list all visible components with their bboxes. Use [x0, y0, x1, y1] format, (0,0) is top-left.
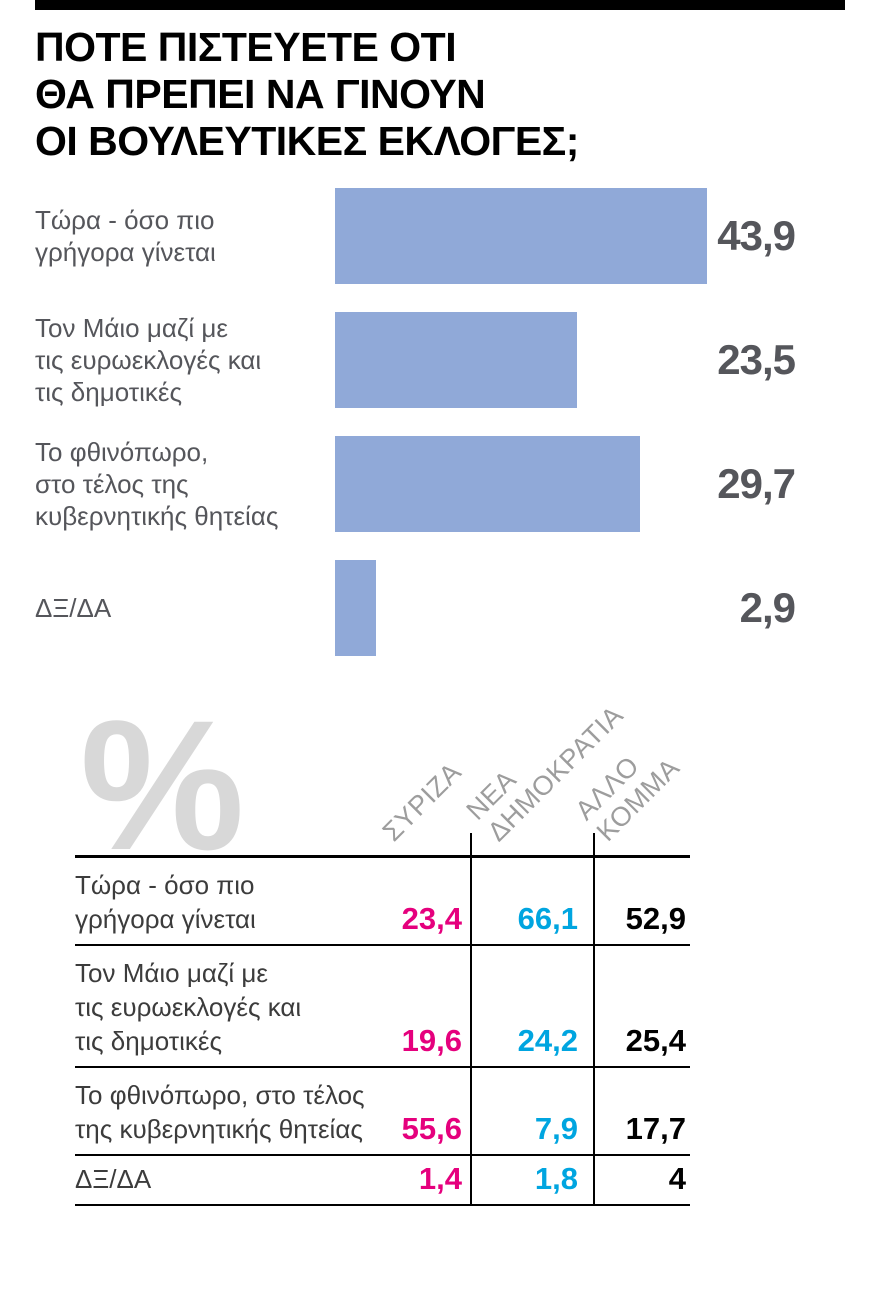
bar-track: [335, 188, 707, 284]
bar-track: [335, 436, 707, 532]
bar-track: [335, 560, 707, 656]
cell-syriza: 19,6: [401, 1023, 462, 1058]
crosstab-table: Τώρα - όσο πιο γρήγορα γίνεται 23,4 66,1…: [75, 833, 690, 1206]
bar-chart: Τώρα - όσο πιο γρήγορα γίνεται 43,9 Τον …: [35, 188, 845, 684]
cell-nea-dimokratia: 1,8: [534, 1161, 578, 1196]
cell-syriza: 55,6: [401, 1111, 462, 1146]
bar-value-label: 2,9: [739, 584, 796, 631]
crosstab-header: % ΣΥΡΙΖΑ ΝΕΑ ΔΗΜΟΚΡΑΤΙΑ ΑΛΛΟ ΚΟΜΜΑ: [75, 685, 690, 879]
column-divider: [593, 833, 595, 1206]
column-header-syriza: ΣΥΡΙΖΑ: [376, 756, 468, 847]
cell-nea-dimokratia: 24,2: [517, 1023, 578, 1058]
bar: [335, 560, 376, 656]
page-title: ΠΟΤΕ ΠΙΣΤΕΥΕΤΕ ΟΤΙ ΘΑ ΠΡΕΠΕΙ ΝΑ ΓΙΝΟΥΝ Ο…: [35, 24, 579, 164]
row-label: Τον Μάιο μαζί με τις ευρωεκλογές και τις…: [75, 958, 302, 1056]
cell-syriza: 1,4: [418, 1161, 462, 1196]
bar-category-label: Τον Μάιο μαζί με τις ευρωεκλογές και τις…: [35, 313, 262, 407]
table-row: Τον Μάιο μαζί με τις ευρωεκλογές και τις…: [75, 946, 690, 1068]
crosstab-section: % ΣΥΡΙΖΑ ΝΕΑ ΔΗΜΟΚΡΑΤΙΑ ΑΛΛΟ ΚΟΜΜΑ Τώρα …: [75, 685, 690, 1206]
bar-category-label: Το φθινόπωρο, στο τέλος της κυβερνητικής…: [35, 437, 279, 531]
bar-value-label: 43,9: [717, 212, 796, 259]
row-label: ΔΞ/ΔΑ: [75, 1164, 152, 1194]
column-divider: [470, 833, 472, 1206]
percent-watermark: %: [80, 683, 245, 890]
row-label: Τώρα - όσο πιο γρήγορα γίνεται: [75, 870, 256, 934]
cell-nea-dimokratia: 66,1: [517, 901, 578, 936]
table-row: Τώρα - όσο πιο γρήγορα γίνεται 23,4 66,1…: [75, 858, 690, 946]
cell-allo-komma: 17,7: [625, 1111, 686, 1146]
bar: [335, 188, 707, 284]
top-rule: [35, 0, 845, 10]
bar: [335, 436, 641, 532]
table-row: Το φθινόπωρο, στο τέλος της κυβερνητικής…: [75, 1068, 690, 1156]
cell-allo-komma: 52,9: [625, 901, 686, 936]
cell-allo-komma: 25,4: [625, 1023, 686, 1058]
bar-value-label: 23,5: [717, 336, 796, 383]
row-label: Το φθινόπωρο, στο τέλος της κυβερνητικής…: [75, 1080, 365, 1144]
bar-row: Τώρα - όσο πιο γρήγορα γίνεται 43,9: [35, 188, 845, 284]
bar: [335, 312, 577, 408]
bar-value-label: 29,7: [717, 460, 796, 507]
cell-nea-dimokratia: 7,9: [534, 1111, 578, 1146]
bar-row: ΔΞ/ΔΑ 2,9: [35, 560, 845, 656]
cell-syriza: 23,4: [401, 901, 462, 936]
bar-category-label: ΔΞ/ΔΑ: [35, 593, 112, 623]
bar-row: Το φθινόπωρο, στο τέλος της κυβερνητικής…: [35, 436, 845, 532]
bar-row: Τον Μάιο μαζί με τις ευρωεκλογές και τις…: [35, 312, 845, 408]
cell-allo-komma: 4: [668, 1161, 686, 1196]
bar-category-label: Τώρα - όσο πιο γρήγορα γίνεται: [35, 205, 216, 267]
table-row: ΔΞ/ΔΑ 1,4 1,8 4: [75, 1156, 690, 1206]
bar-track: [335, 312, 707, 408]
